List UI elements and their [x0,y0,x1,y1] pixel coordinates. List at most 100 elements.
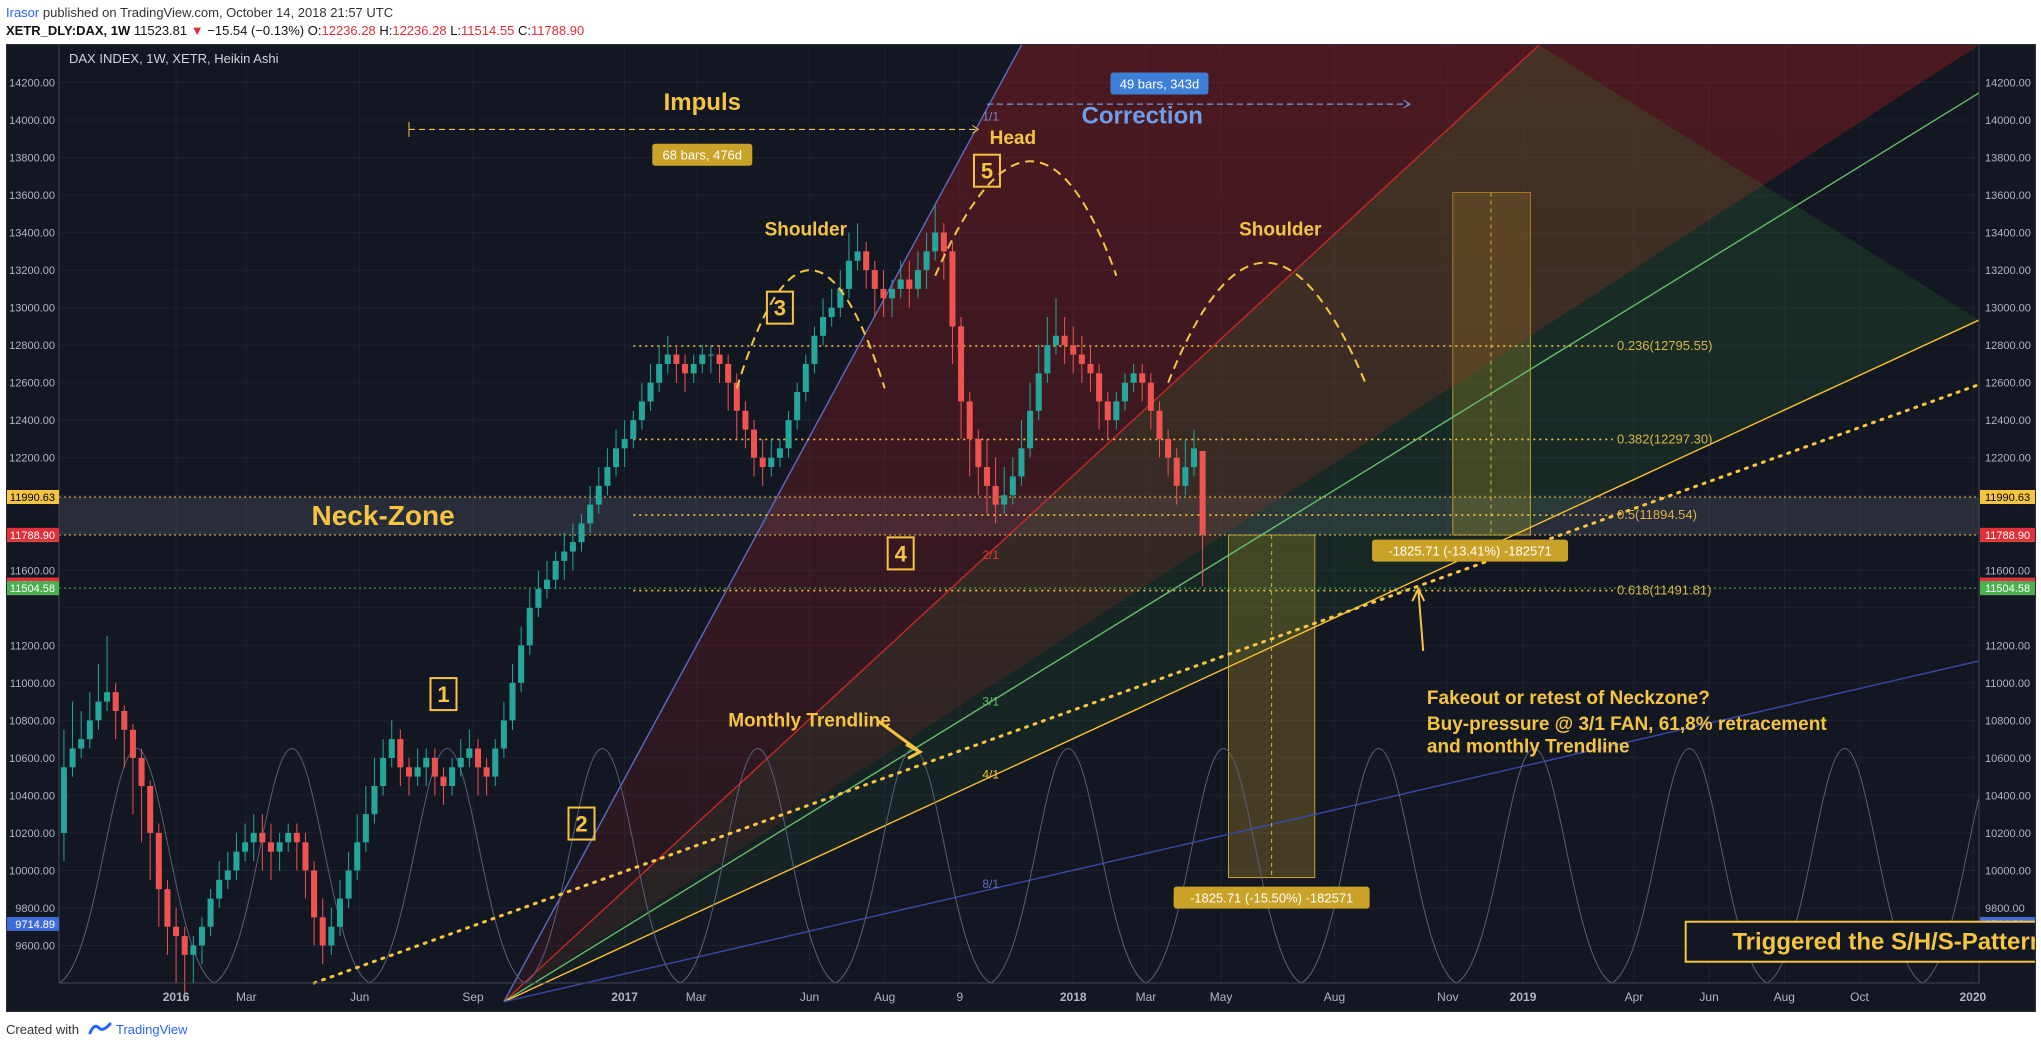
tradingview-logo-icon[interactable] [88,1021,112,1040]
candle-body [181,936,188,955]
gann-fan-line [503,660,1980,1003]
x-tick-label: Aug [1324,990,1345,1004]
y-tick-label-left: 12600.00 [9,378,55,390]
fan-label-4-1: 4/1 [982,768,999,782]
price-tag-left [7,581,59,596]
candle-body [690,363,697,374]
fib-level-label: 0.236(12795.55) [1617,338,1712,353]
low-label: L: [450,23,462,38]
x-tick-label: Jun [350,990,369,1004]
candle-body [975,438,982,468]
candle-body [716,354,723,364]
candle-body [267,842,274,852]
candle-body [354,842,361,871]
y-tick-label-right: 14000.00 [1985,115,2031,127]
candle-body [776,448,783,458]
fan-label-8-1: 8/1 [982,877,999,891]
candle-body [1190,448,1198,468]
x-tick-label: Apr [1625,990,1644,1004]
y-tick-label-left: 14200.00 [9,78,55,90]
candle-body [751,429,758,458]
x-tick-label: Aug [1774,990,1795,1004]
candle-body [535,589,542,608]
candle-body [276,842,283,852]
candle-body [345,870,352,899]
gann-fan-line [503,319,1980,1003]
tradingview-brand-link[interactable]: TradingView [116,1022,188,1037]
candle-body [285,832,292,843]
cycle-arc [1456,747,1612,984]
candle-body [423,757,430,768]
gann-fan-line [503,44,1540,1003]
wave-5: 5 [981,159,993,184]
candle-body [449,767,456,787]
candle-body [440,776,447,787]
cycle-arc [1300,747,1457,984]
candle-body [923,251,930,271]
wave-3: 3 [774,296,786,321]
impuls-bars-label: 68 bars, 476d [663,148,743,163]
candle-body [457,757,464,768]
candle-body [362,814,369,843]
open-label: O: [307,23,322,38]
x-tick-label: 2020 [1959,990,1986,1004]
candle-body [992,485,999,505]
candle-body [138,757,145,787]
candle-body [587,504,594,524]
candle-body [733,382,740,411]
cycle-arc [679,747,836,984]
candle-body [673,354,680,364]
cycle-arc [990,747,1147,984]
head-label: Head [990,128,1036,149]
candle-body [466,748,473,758]
shoulder-arc-left [735,269,886,389]
neck-zone-label: Neck-Zone [312,500,455,531]
y-tick-label-right: 12400.00 [1985,415,2031,427]
candle-body [949,251,956,327]
candle-body [483,767,490,777]
candle-body [914,270,921,289]
price-tag-right-label: 11990.63 [1985,492,2030,504]
created-with-label: Created with [6,1022,79,1037]
y-tick-label-right: 12800.00 [1985,340,2031,352]
candle-body [1173,457,1180,486]
candle-body [474,748,482,768]
chart-area[interactable]: 9600.009600.009800.009800.0010000.001000… [6,44,2041,1012]
chart-header: Irasor published on TradingView.com, Oct… [0,0,2041,44]
author-link[interactable]: Irasor [6,5,40,20]
head-arc [934,160,1118,277]
y-tick-label-left: 10800.00 [9,715,55,727]
candle-body [78,739,85,749]
y-tick-label-right: 11600.00 [1985,565,2030,577]
candle-body [509,682,516,721]
impuls-arrow-icon [972,125,980,134]
x-tick-label: 2016 [163,990,190,1004]
x-tick-label: Aug [874,990,895,1004]
publish-info: published on TradingView.com, October 14… [42,5,394,20]
candle-body [742,410,749,430]
buy-pressure-label-2: and monthly Trendline [1427,737,1630,758]
chart-title: DAX INDEX, 1W, XETR, Heikin Ashi [69,51,279,66]
candle-body [431,757,438,777]
candle-body [897,279,904,289]
candle-body [656,363,663,383]
candle-body [725,363,732,383]
candle-body [121,710,128,730]
candle-body [1113,401,1120,421]
candle-body [371,786,378,815]
candle-body [906,279,913,289]
y-tick-label-left: 13000.00 [9,303,55,315]
cycle-arc [524,747,681,984]
candle-body [1147,382,1154,411]
x-tick-label: Oct [1850,990,1869,1004]
y-tick-label-right: 10600.00 [1985,753,2031,765]
candle-body [621,438,628,449]
candle-body [552,560,559,580]
low-value: 11514.55 [461,23,515,38]
price-chart[interactable]: 9600.009600.009800.009800.0010000.001000… [7,44,2041,1011]
candle-body [147,786,154,833]
candle-body [1078,354,1085,364]
triggered-box [1684,920,2041,963]
wave-4: 4 [895,541,908,566]
candle-body [759,457,766,468]
